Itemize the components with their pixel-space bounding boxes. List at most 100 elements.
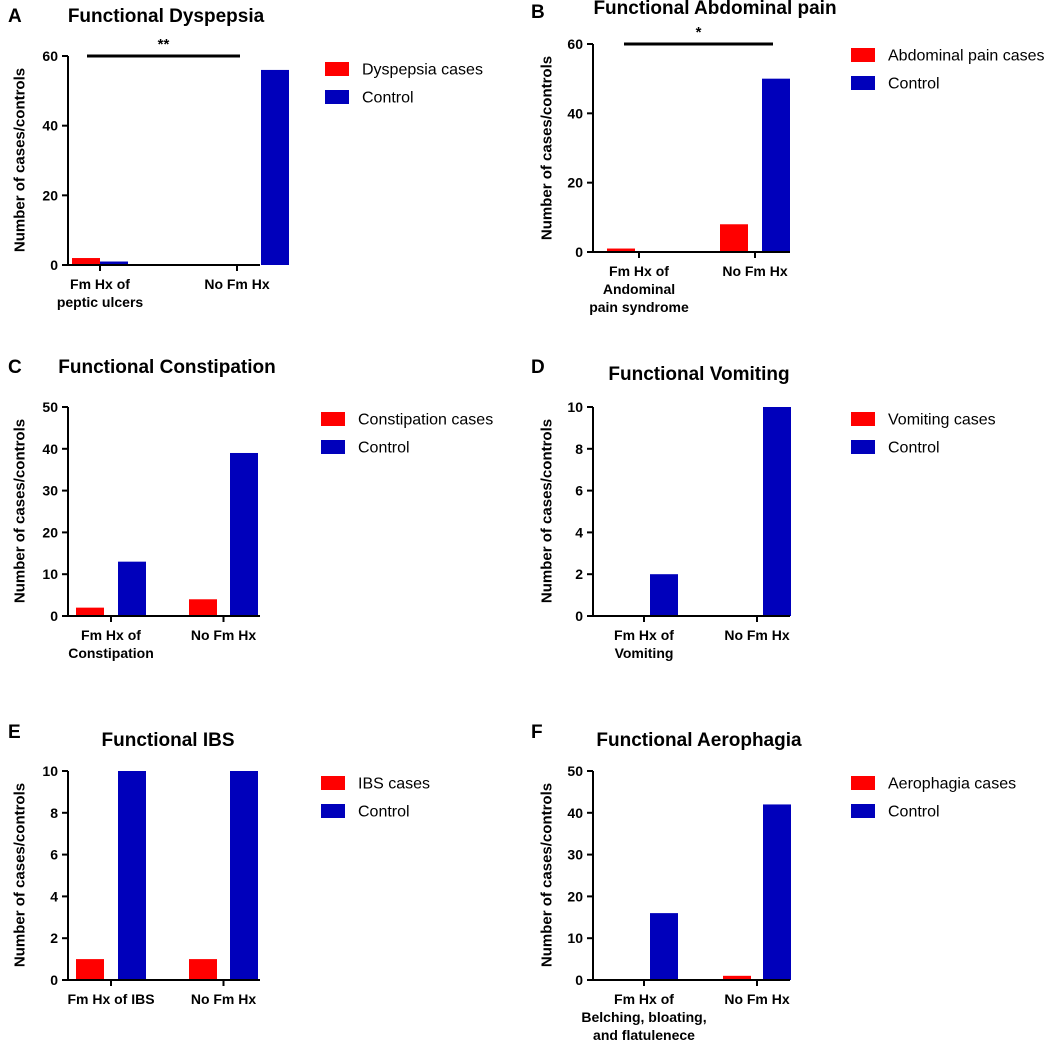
bar-control-1: [261, 69, 289, 265]
x-tick-label-line: Fm Hx of: [614, 627, 674, 643]
y-tick-label: 6: [575, 483, 583, 499]
bar-control-0: [118, 561, 146, 616]
legend-swatch-cases: [325, 62, 349, 76]
x-tick-label: Fm Hx of IBS: [67, 991, 154, 1007]
x-tick-label-line: Vomiting: [615, 645, 674, 661]
y-axis-label: Number of cases/controls: [539, 419, 556, 603]
legend-swatch-cases: [851, 776, 875, 790]
y-axis-label: Number of cases/controls: [12, 68, 29, 252]
legend-swatch-cases: [851, 48, 875, 62]
x-tick-label: No Fm Hx: [191, 991, 257, 1007]
panel-letter: A: [8, 6, 22, 27]
y-tick-label: 20: [42, 524, 58, 540]
y-tick-label: 0: [575, 972, 583, 988]
panel-letter: E: [8, 722, 21, 743]
bar-control-0: [650, 574, 678, 616]
bar-control-1: [763, 804, 791, 980]
x-tick-label: Fm Hx of Constipation: [68, 627, 154, 661]
legend-label-cases: Vomiting cases: [888, 412, 996, 429]
legend-swatch-control: [851, 440, 875, 454]
bar-control-0: [118, 771, 146, 980]
y-tick-label: 50: [567, 763, 583, 779]
x-tick-label: Fm Hx of peptic ulcers: [57, 276, 144, 310]
panel-letter: F: [531, 722, 543, 743]
y-tick-label: 10: [567, 399, 583, 415]
y-tick-label: 0: [50, 257, 58, 273]
x-tick-label-line: No Fm Hx: [722, 263, 788, 279]
y-tick-label: 40: [567, 805, 583, 821]
y-tick-label: 20: [42, 187, 58, 203]
panel-b: B Functional Abdominal pain Number of case…: [531, 0, 1045, 315]
y-tick-label: 40: [42, 441, 58, 457]
y-axis-label: Number of cases/controls: [12, 419, 29, 603]
y-axis-label: Number of cases/controls: [12, 783, 29, 967]
x-tick-label-line: Fm Hx of: [609, 263, 669, 279]
y-tick-label: 20: [567, 175, 583, 191]
legend-swatch-cases: [851, 412, 875, 426]
chart-title: Functional Dyspepsia: [68, 6, 265, 27]
bar-cases-0: [76, 607, 104, 616]
bar-cases-1: [720, 224, 748, 252]
y-tick-label: 0: [575, 244, 583, 260]
x-tick-label-line: peptic ulcers: [57, 294, 144, 310]
panel-c: C Functional Constipation Number of cases/…: [8, 357, 493, 661]
y-tick-label: 20: [567, 888, 583, 904]
legend-label-control: Control: [888, 440, 940, 457]
y-tick-label: 2: [50, 930, 58, 946]
y-tick-label: 2: [575, 566, 583, 582]
x-tick-label-line: and flatulenece: [593, 1027, 695, 1043]
y-tick-label: 6: [50, 847, 58, 863]
legend-swatch-cases: [321, 776, 345, 790]
bar-cases-1: [189, 599, 217, 616]
x-tick-label: No Fm Hx: [722, 263, 788, 279]
bar-control-1: [230, 452, 258, 616]
significance-label: *: [696, 24, 702, 41]
bar-control-0: [100, 261, 128, 265]
x-tick-label: No Fm Hx: [191, 627, 257, 643]
bar-control-1: [230, 771, 258, 980]
legend-label-control: Control: [888, 804, 940, 821]
bar-cases-0: [76, 959, 104, 980]
legend-label-control: Control: [888, 76, 940, 93]
panel-e: E Functional IBS Number of cases/controls 0…: [8, 722, 430, 1007]
y-tick-label: 0: [50, 608, 58, 624]
x-tick-label: No Fm Hx: [204, 276, 270, 292]
panel-d: D Functional Vomiting Number of cases/cont…: [531, 357, 996, 661]
y-tick-label: 10: [567, 930, 583, 946]
x-tick-label-line: Fm Hx of: [70, 276, 130, 292]
panel-letter: C: [8, 357, 22, 378]
y-tick-label: 4: [50, 888, 58, 904]
panel-f: F Functional Aerophagia Number of cases/co…: [531, 722, 1016, 1043]
legend-label-cases: Abdominal pain cases: [888, 48, 1045, 65]
y-axis-label: Number of cases/controls: [539, 56, 556, 240]
y-tick-label: 8: [50, 805, 58, 821]
x-tick-label-line: No Fm Hx: [204, 276, 270, 292]
y-tick-label: 10: [42, 566, 58, 582]
bar-control-1: [763, 407, 791, 616]
panel-letter: D: [531, 357, 545, 378]
significance-label: **: [158, 36, 170, 53]
x-tick-label: Fm Hx of Vomiting: [614, 627, 674, 661]
y-axis-label: Number of cases/controls: [539, 783, 556, 967]
x-tick-label-line: pain syndrome: [589, 299, 689, 315]
bar-cases-1: [723, 975, 751, 980]
x-tick-label-line: No Fm Hx: [724, 627, 790, 643]
legend-swatch-control: [851, 76, 875, 90]
x-tick-label-line: Belching, bloating,: [581, 1009, 706, 1025]
bar-cases-1: [189, 959, 217, 980]
chart-title: Functional Abdominal pain: [593, 0, 836, 19]
x-tick-label: No Fm Hx: [724, 627, 790, 643]
y-tick-label: 4: [575, 524, 583, 540]
y-tick-label: 30: [567, 847, 583, 863]
bar-cases-0: [607, 248, 635, 252]
legend-swatch-cases: [321, 412, 345, 426]
x-tick-label-line: Fm Hx of IBS: [67, 991, 154, 1007]
x-tick-label-line: No Fm Hx: [724, 991, 790, 1007]
legend-label-cases: Aerophagia cases: [888, 776, 1016, 793]
x-tick-label: Fm Hx of Andominal pain syndrome: [589, 263, 689, 315]
y-tick-label: 30: [42, 483, 58, 499]
x-tick-label-line: Fm Hx of: [81, 627, 141, 643]
x-tick-label-line: Fm Hx of: [614, 991, 674, 1007]
legend-label-control: Control: [358, 440, 410, 457]
